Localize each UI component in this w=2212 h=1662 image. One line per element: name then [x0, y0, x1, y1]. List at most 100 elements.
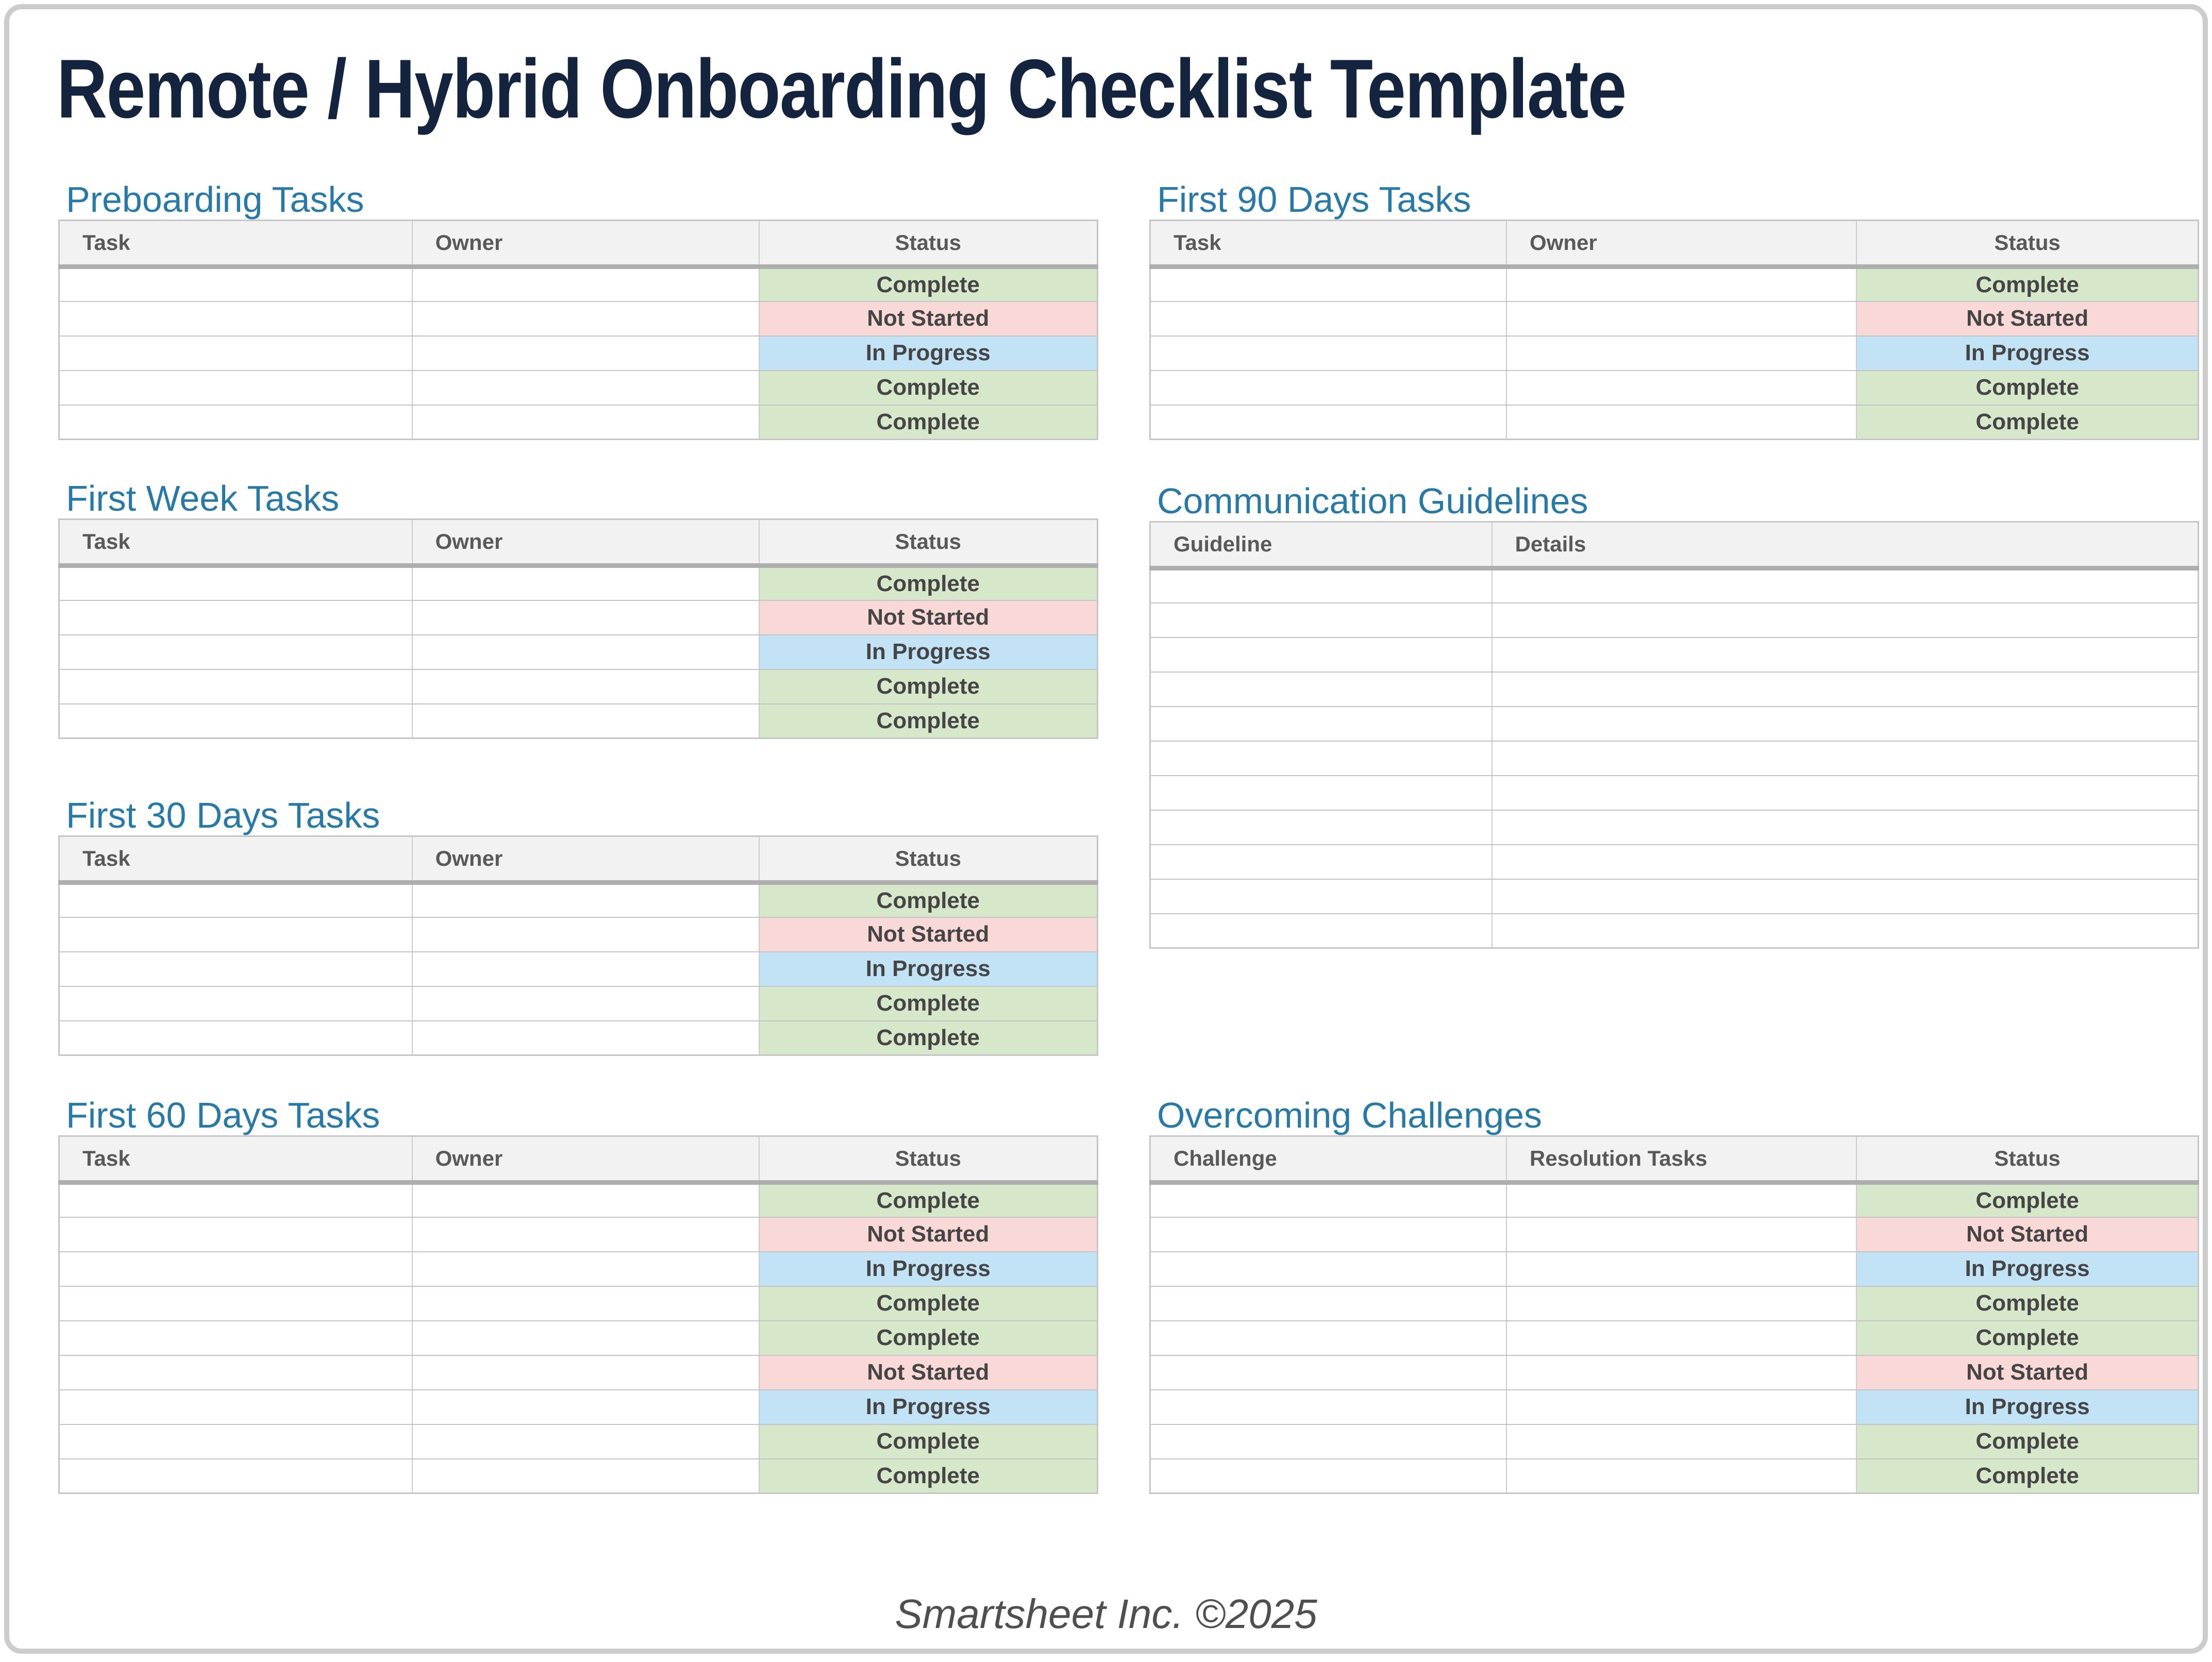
table-row: Complete: [59, 565, 1098, 601]
resolution-tasks-cell: [1506, 1217, 1857, 1252]
status-cell: Not Started: [1856, 301, 2199, 337]
col-header-guideline: Guideline: [1150, 522, 1493, 570]
guideline-cell: [1150, 913, 1493, 949]
guideline-cell: [1150, 706, 1493, 742]
first-60-days-tasks-table: Task Owner Status Complete Not Started I…: [58, 1135, 1098, 1494]
col-header-task: Task: [59, 519, 413, 568]
table-row: [1150, 637, 2199, 673]
status-cell: In Progress: [759, 951, 1098, 987]
status-cell: In Progress: [1856, 1251, 2199, 1287]
task-cell: [59, 1020, 413, 1056]
task-cell: [59, 917, 413, 952]
task-cell: [59, 634, 413, 670]
task-cell: [59, 1182, 413, 1218]
section-heading: Preboarding Tasks: [66, 179, 364, 220]
task-cell: [59, 565, 413, 601]
owner-cell: [412, 335, 760, 371]
overcoming-challenges-table: Challenge Resolution Tasks Status Comple…: [1149, 1135, 2199, 1494]
challenge-cell: [1150, 1182, 1507, 1218]
owner-cell: [412, 1355, 760, 1390]
owner-cell: [412, 301, 760, 337]
task-cell: [59, 335, 413, 371]
section-first-60-days-tasks: First 60 Days Tasks Task Owner Status Co…: [58, 1095, 1098, 1494]
header-row: Task Owner Status: [59, 519, 1098, 568]
task-cell: [1150, 266, 1507, 302]
challenge-cell: [1150, 1458, 1507, 1494]
table-row: [1150, 602, 2199, 638]
task-cell: [59, 1389, 413, 1425]
table-row: In Progress: [1150, 1389, 2199, 1425]
task-cell: [59, 1320, 413, 1356]
resolution-tasks-cell: [1506, 1286, 1857, 1321]
details-cell: [1492, 844, 2199, 880]
header-row: Task Owner Status: [1150, 220, 2199, 269]
challenge-cell: [1150, 1286, 1507, 1321]
col-header-owner: Owner: [412, 1136, 760, 1185]
section-first-30-days-tasks: First 30 Days Tasks Task Owner Status Co…: [58, 795, 1098, 1056]
status-cell: Complete: [759, 1182, 1098, 1218]
table-row: Complete: [59, 266, 1098, 302]
owner-cell: [1506, 301, 1857, 337]
table-row: Complete: [59, 370, 1098, 406]
footer-credit: Smartsheet Inc. ©2025: [895, 1591, 1317, 1637]
status-cell: Not Started: [759, 917, 1098, 952]
col-header-status: Status: [1856, 220, 2199, 269]
table-row: Complete: [1150, 1424, 2199, 1459]
owner-cell: [412, 1251, 760, 1287]
status-cell: In Progress: [1856, 335, 2199, 371]
owner-cell: [412, 1389, 760, 1425]
header-row: Task Owner Status: [59, 1136, 1098, 1185]
header-row: Task Owner Status: [59, 836, 1098, 885]
guideline-cell: [1150, 568, 1493, 603]
section-heading: First 30 Days Tasks: [66, 795, 380, 835]
status-cell: Complete: [759, 1424, 1098, 1459]
status-cell: In Progress: [759, 634, 1098, 670]
challenge-cell: [1150, 1320, 1507, 1356]
task-cell: [1150, 370, 1507, 406]
owner-cell: [412, 405, 760, 440]
status-cell: Complete: [759, 565, 1098, 601]
table-row: Not Started: [59, 1355, 1098, 1390]
guideline-cell: [1150, 775, 1493, 811]
details-cell: [1492, 879, 2199, 914]
status-cell: Complete: [759, 370, 1098, 406]
section-preboarding-tasks: Preboarding Tasks Task Owner Status Comp…: [58, 179, 1098, 440]
page: Remote / Hybrid Onboarding Checklist Tem…: [4, 4, 2208, 1654]
col-header-owner: Owner: [412, 519, 760, 568]
resolution-tasks-cell: [1506, 1320, 1857, 1356]
owner-cell: [412, 1286, 760, 1321]
table-row: [1150, 568, 2199, 603]
status-cell: Not Started: [759, 1355, 1098, 1390]
status-cell: Not Started: [759, 600, 1098, 635]
status-cell: Not Started: [1856, 1355, 2199, 1390]
status-cell: Complete: [759, 703, 1098, 739]
resolution-tasks-cell: [1506, 1251, 1857, 1287]
details-cell: [1492, 741, 2199, 776]
table-row: Complete: [59, 882, 1098, 918]
table-row: Not Started: [59, 600, 1098, 635]
owner-cell: [412, 634, 760, 670]
task-cell: [59, 703, 413, 739]
table-row: Complete: [1150, 370, 2199, 406]
task-cell: [59, 405, 413, 440]
details-cell: [1492, 706, 2199, 742]
status-cell: Complete: [759, 1458, 1098, 1494]
owner-cell: [1506, 335, 1857, 371]
col-header-status: Status: [759, 519, 1098, 568]
table-row: [1150, 879, 2199, 914]
owner-cell: [412, 669, 760, 704]
resolution-tasks-cell: [1506, 1355, 1857, 1390]
table-row: [1150, 775, 2199, 811]
table-row: Complete: [59, 1182, 1098, 1218]
section-heading: Overcoming Challenges: [1157, 1095, 1543, 1135]
table-row: In Progress: [59, 335, 1098, 371]
challenge-cell: [1150, 1389, 1507, 1425]
col-header-status: Status: [759, 836, 1098, 885]
table-row: Complete: [59, 669, 1098, 704]
challenge-cell: [1150, 1355, 1507, 1390]
table-row: [1150, 671, 2199, 707]
resolution-tasks-cell: [1506, 1424, 1857, 1459]
guideline-cell: [1150, 810, 1493, 845]
status-cell: Complete: [1856, 1320, 2199, 1356]
section-first-90-days-tasks: First 90 Days Tasks Task Owner Status Co…: [1149, 179, 2199, 440]
